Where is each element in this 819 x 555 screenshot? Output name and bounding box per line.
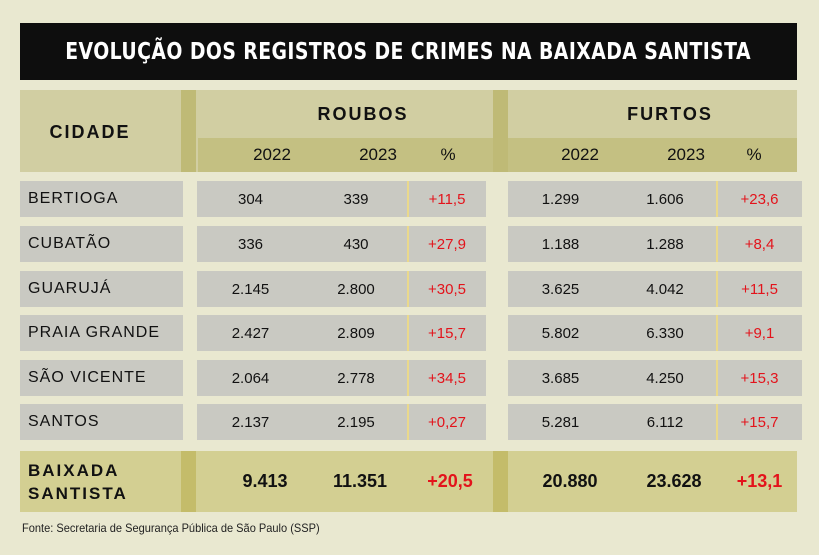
roubos-pct: +15,7 [408,315,486,351]
total-roubos-2022: 9.413 [242,471,288,491]
total-furtos-2023: 23.628 [646,471,702,491]
furtos-2022: 1.299 [508,181,613,217]
roubos-2022: 2.137 [197,404,304,440]
furtos-2022: 5.802 [508,315,613,351]
title-bar: EVOLUÇÃO DOS REGISTROS DE CRIMES NA BAIX… [20,23,797,80]
furtos-2022: 5.281 [508,404,613,440]
roubos-2023: 2.800 [304,271,408,307]
city-name: SANTOS [20,404,183,440]
furtos-2023: 6.330 [613,315,717,351]
column-divider [716,271,718,307]
furtos-2023: 1.606 [613,181,717,217]
table-row-santos: SANTOS 2.137 2.195 +0,27 5.281 6.112 +15… [20,404,802,440]
total-row: BAIXADA SANTISTA 9.413 11.351 +20,5 20.8… [20,451,797,512]
roubos-pct: +11,5 [408,181,486,217]
table-header: CIDADE ROUBOS FURTOS 2022 2023 % 2022 20… [20,90,797,172]
table-title: EVOLUÇÃO DOS REGISTROS DE CRIMES NA BAIX… [65,38,752,65]
roubos-pct: +0,27 [408,404,486,440]
roubos-2022: 336 [197,226,304,262]
roubos-pct: +27,9 [408,226,486,262]
total-divider [493,451,508,512]
furtos-pct: +8,4 [717,226,802,262]
roubos-group-header: ROUBOS [317,104,409,124]
furtos-pct: +15,7 [717,404,802,440]
table-row-praia-grande: PRAIA GRANDE 2.427 2.809 +15,7 5.802 6.3… [20,315,802,351]
roubos-2023: 2.778 [304,360,408,396]
total-roubos-pct: +20,5 [427,471,473,491]
furtos-2023: 4.042 [613,271,717,307]
furtos-2022: 3.625 [508,271,613,307]
total-furtos-2022: 20.880 [542,471,598,491]
roubos-2023: 2.195 [304,404,408,440]
roubos-2022: 304 [197,181,304,217]
furtos-pct-header: % [746,145,762,164]
furtos-2022: 1.188 [508,226,613,262]
table-row-cubatao: CUBATÃO 336 430 +27,9 1.188 1.288 +8,4 [20,226,802,262]
column-divider [716,226,718,262]
furtos-2023: 4.250 [613,360,717,396]
city-name: PRAIA GRANDE [20,315,183,351]
furtos-2023: 6.112 [613,404,717,440]
furtos-2022-header: 2022 [561,145,599,164]
roubos-2022: 2.064 [197,360,304,396]
roubos-pct: +34,5 [408,360,486,396]
column-divider [407,271,409,307]
roubos-2022: 2.145 [197,271,304,307]
city-name: CUBATÃO [20,226,183,262]
total-roubos-2023: 11.351 [332,471,388,491]
roubos-2022: 2.427 [197,315,304,351]
furtos-pct: +11,5 [717,271,802,307]
roubos-2023: 430 [304,226,408,262]
table-row-sao-vicente: SÃO VICENTE 2.064 2.778 +34,5 3.685 4.25… [20,360,802,396]
column-divider [716,360,718,396]
column-divider [716,181,718,217]
roubos-2023-header: 2023 [359,145,397,164]
column-divider [716,315,718,351]
city-column-header: CIDADE [49,122,131,142]
column-divider [407,404,409,440]
total-region-name: BAIXADA SANTISTA [28,460,128,503]
column-divider [407,315,409,351]
city-name: SÃO VICENTE [20,360,183,396]
table-row-bertioga: BERTIOGA 304 339 +11,5 1.299 1.606 +23,6 [20,181,802,217]
roubos-pct-header: % [440,145,456,164]
furtos-pct: +15,3 [717,360,802,396]
furtos-2022: 3.685 [508,360,613,396]
column-divider [716,404,718,440]
total-furtos-pct: +13,1 [736,471,783,491]
header-divider-middle [493,90,508,172]
city-name: BERTIOGA [20,181,183,217]
roubos-pct: +30,5 [408,271,486,307]
column-divider [407,226,409,262]
table-row-guaruja: GUARUJÁ 2.145 2.800 +30,5 3.625 4.042 +1… [20,271,802,307]
roubos-2022-header: 2022 [253,145,291,164]
furtos-2023-header: 2023 [667,145,705,164]
furtos-group-header: FURTOS [627,104,713,124]
furtos-pct: +23,6 [717,181,802,217]
source-note: Fonte: Secretaria de Segurança Pública d… [22,521,320,535]
roubos-2023: 339 [304,181,408,217]
furtos-pct: +9,1 [717,315,802,351]
column-divider [407,360,409,396]
city-name: GUARUJÁ [20,271,183,307]
roubos-2023: 2.809 [304,315,408,351]
header-divider-left [181,90,196,172]
column-divider [407,181,409,217]
furtos-2023: 1.288 [613,226,717,262]
total-divider [181,451,196,512]
